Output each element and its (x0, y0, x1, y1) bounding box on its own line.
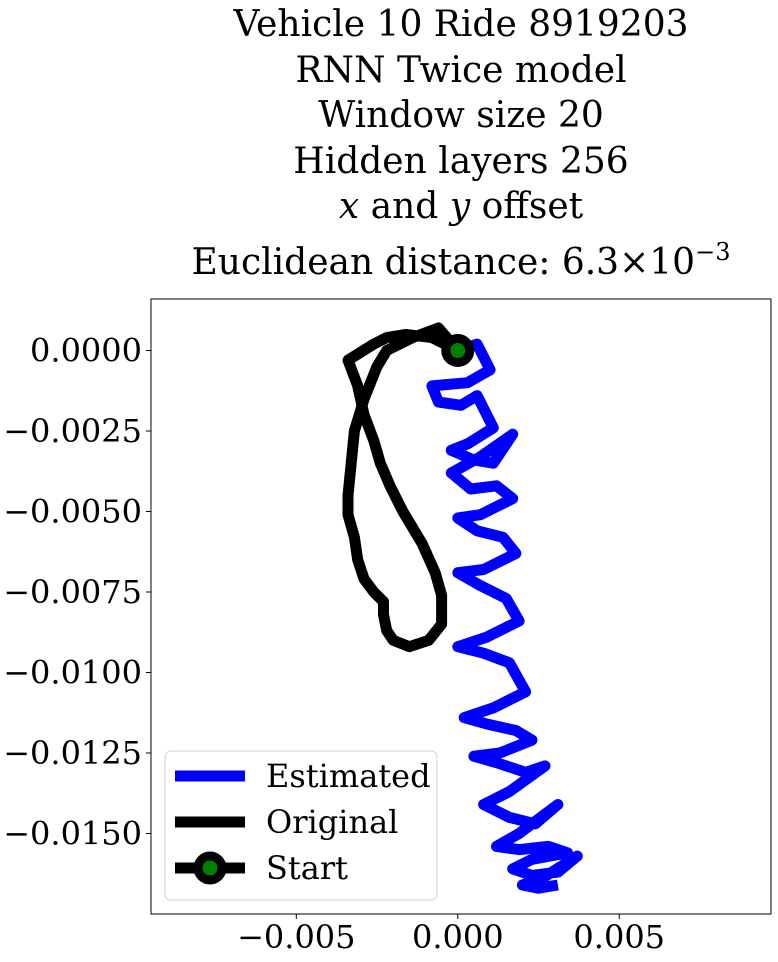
chart-title: Vehicle 10 Ride 8919203 RNN Twice model … (151, 2, 771, 285)
legend-label-estimated: Estimated (266, 757, 431, 795)
title-and-word: and (370, 186, 439, 227)
title-distance-label: Euclidean distance: (191, 241, 551, 283)
title-y-symbol: y (449, 186, 471, 227)
title-distance-base: 10 (649, 241, 696, 283)
series-layer (342, 322, 583, 894)
legend: Estimated Original Start (164, 750, 438, 901)
title-distance-mantissa: 6.3 (561, 241, 620, 283)
axes-frame (150, 298, 772, 915)
legend-label-original: Original (266, 803, 398, 841)
x-tick-label: −0.005 (237, 918, 355, 956)
title-distance-times: × (619, 241, 650, 283)
series-line-estimated (426, 338, 583, 894)
x-tick-label: 0.005 (573, 918, 665, 956)
series-line-original (342, 322, 462, 653)
title-distance-exponent: −3 (695, 237, 731, 266)
legend-marker-start (193, 851, 227, 885)
y-tick-label: −0.0100 (3, 654, 142, 692)
y-tick-label: −0.0075 (3, 573, 142, 611)
y-tick-label: −0.0025 (3, 412, 142, 450)
x-axis: −0.005 0.000 0.005 (237, 914, 665, 956)
title-x-symbol: x (338, 186, 360, 227)
y-tick-label: −0.0050 (3, 493, 142, 531)
title-offset-word: offset (481, 186, 584, 227)
title-line-distance: Euclidean distance: 6.3×10−3 (151, 230, 771, 286)
series-marker-start (441, 334, 475, 368)
title-line-hidden-layers: Hidden layers 256 (293, 140, 629, 182)
title-line-model: RNN Twice model (295, 49, 627, 91)
y-axis: 0.0000 −0.0025 −0.0050 −0.0075 −0.0100 −0.012… (3, 332, 151, 853)
y-tick-label: 0.0000 (30, 332, 142, 370)
title-line-vehicle-ride: Vehicle 10 Ride 8919203 (233, 4, 689, 45)
y-tick-label: −0.0150 (3, 815, 142, 853)
title-line-offset: x and y offset (151, 184, 771, 230)
x-tick-label: 0.000 (412, 918, 504, 956)
y-tick-label: −0.0125 (3, 734, 142, 772)
legend-label-start: Start (266, 849, 348, 887)
title-line-window-size: Window size 20 (318, 95, 604, 136)
